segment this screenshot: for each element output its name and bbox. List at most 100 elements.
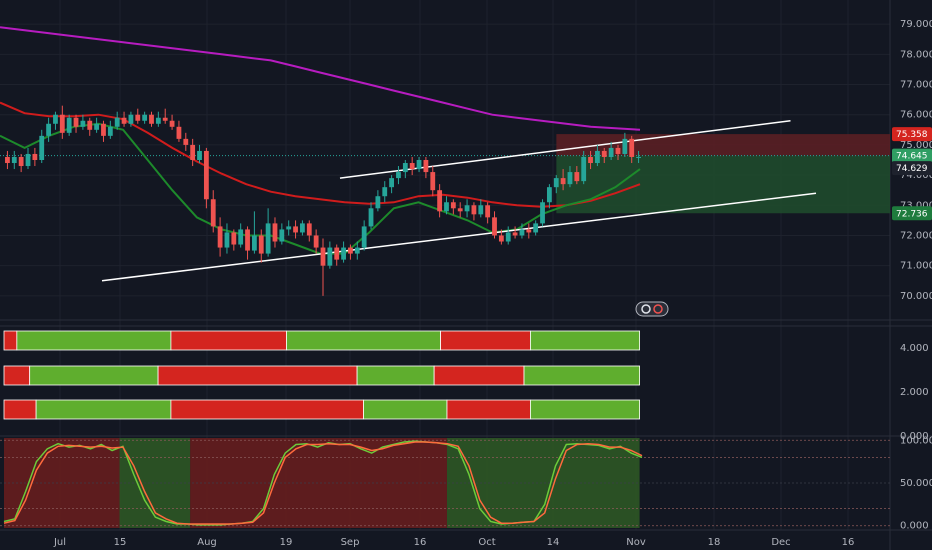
candle-body xyxy=(11,156,17,164)
price-tag-label: 74.629 xyxy=(896,164,928,174)
candle-body xyxy=(478,205,484,215)
candle-body xyxy=(512,232,518,236)
x-tick-label: Nov xyxy=(626,537,646,548)
x-tick-label: Dec xyxy=(771,537,790,548)
candle-body xyxy=(128,114,134,124)
candle-body xyxy=(251,235,257,251)
x-tick-label: 15 xyxy=(114,537,127,548)
y-tick-label: 72.000 xyxy=(900,230,932,241)
candle-body xyxy=(396,172,401,179)
indicator-bar-segment xyxy=(16,330,172,351)
candle-body xyxy=(25,153,31,167)
indicator-bar-segment xyxy=(170,330,287,351)
candle-body xyxy=(231,232,237,245)
price-tag-label: 75.358 xyxy=(896,130,928,140)
x-tick-label: 16 xyxy=(414,537,427,548)
candle-body xyxy=(217,226,223,248)
candle-body xyxy=(526,229,532,233)
candle-body xyxy=(389,178,395,188)
candle-body xyxy=(107,126,113,136)
price-tag-label: 74.645 xyxy=(896,152,928,162)
candle-body xyxy=(238,229,244,245)
candle-body xyxy=(39,135,45,160)
candle-body xyxy=(622,138,628,154)
candle-body xyxy=(245,229,250,251)
indicator-bar-segment xyxy=(433,365,525,386)
price-tag xyxy=(892,161,932,176)
candle-body xyxy=(46,123,51,136)
candle-body xyxy=(87,120,93,130)
y-tick-label: 77.000 xyxy=(900,80,932,91)
price-tags: 75.358 74.645 74.629 72.736 xyxy=(892,127,932,221)
candle-body xyxy=(286,226,292,230)
indicator-bar-segment xyxy=(530,330,640,351)
indicator-bar-segment xyxy=(157,365,358,386)
candle-body xyxy=(464,205,470,212)
candle-body xyxy=(59,114,65,133)
candle-body xyxy=(368,208,374,227)
x-tick-label: 19 xyxy=(280,537,293,548)
candle-body xyxy=(498,235,504,242)
channel-lower-line xyxy=(101,192,817,282)
candle-body xyxy=(66,117,72,133)
candle-body xyxy=(430,172,436,191)
indicator-bar-segment xyxy=(530,399,640,420)
candle-body xyxy=(423,160,429,173)
candle-body xyxy=(327,247,333,266)
candle-body xyxy=(341,247,346,260)
candle-body xyxy=(5,156,10,164)
indicator-bar-segment xyxy=(3,399,37,420)
channel-lines xyxy=(101,120,817,282)
y-tick-label: 73.000 xyxy=(900,200,932,211)
x-tick-label: 18 xyxy=(708,537,721,548)
candle-body xyxy=(485,205,491,218)
y-tick-label: 78.000 xyxy=(900,49,932,60)
candle-body xyxy=(203,150,209,200)
candle-body xyxy=(553,178,559,188)
candle-body xyxy=(567,172,573,185)
y-tick-label: 75.000 xyxy=(900,140,932,151)
take-profit-zone xyxy=(556,155,890,214)
indicator-settings-icon[interactable] xyxy=(635,301,669,317)
candle-body xyxy=(588,156,593,164)
indicator-bar-segment xyxy=(3,330,18,351)
candle-body xyxy=(135,114,141,121)
indicator-bar-segment xyxy=(523,365,640,386)
candle-body xyxy=(265,223,271,254)
candle-body xyxy=(101,123,106,136)
x-tick-label: 14 xyxy=(547,537,560,548)
candle-body xyxy=(80,120,86,127)
candle-body xyxy=(334,247,340,260)
stoch-zone xyxy=(446,438,640,528)
bars-y-tick-label: 0.000 xyxy=(900,431,929,442)
indicator-bar-segment xyxy=(446,399,531,420)
ma-long-line xyxy=(0,26,641,131)
candle-body xyxy=(595,150,600,164)
indicator-bar-segment xyxy=(363,399,448,420)
candle-body xyxy=(169,120,175,127)
candle-body xyxy=(183,138,189,145)
candle-body xyxy=(519,229,525,236)
y-tick-label: 74.000 xyxy=(900,170,932,181)
candle-body xyxy=(608,147,614,157)
candle-body xyxy=(574,172,580,182)
candle-body xyxy=(32,153,38,160)
candle-body xyxy=(437,190,443,212)
stoch-y-tick-label: 100.000 xyxy=(900,435,932,446)
candle-body xyxy=(149,114,154,124)
candle-body xyxy=(73,117,79,127)
candle-body xyxy=(402,163,408,173)
indicator-bar-segment xyxy=(170,399,364,420)
candle-body xyxy=(505,232,511,242)
candle-body xyxy=(444,202,449,212)
candle-body xyxy=(348,247,353,254)
candle-body xyxy=(382,187,388,197)
candle-body xyxy=(210,199,216,227)
candles xyxy=(5,105,641,296)
candle-body xyxy=(581,156,587,182)
candle-body xyxy=(114,117,120,127)
candle-body xyxy=(53,114,58,124)
candle-body xyxy=(313,235,319,248)
candle-body xyxy=(176,126,182,139)
candle-body xyxy=(121,117,127,124)
